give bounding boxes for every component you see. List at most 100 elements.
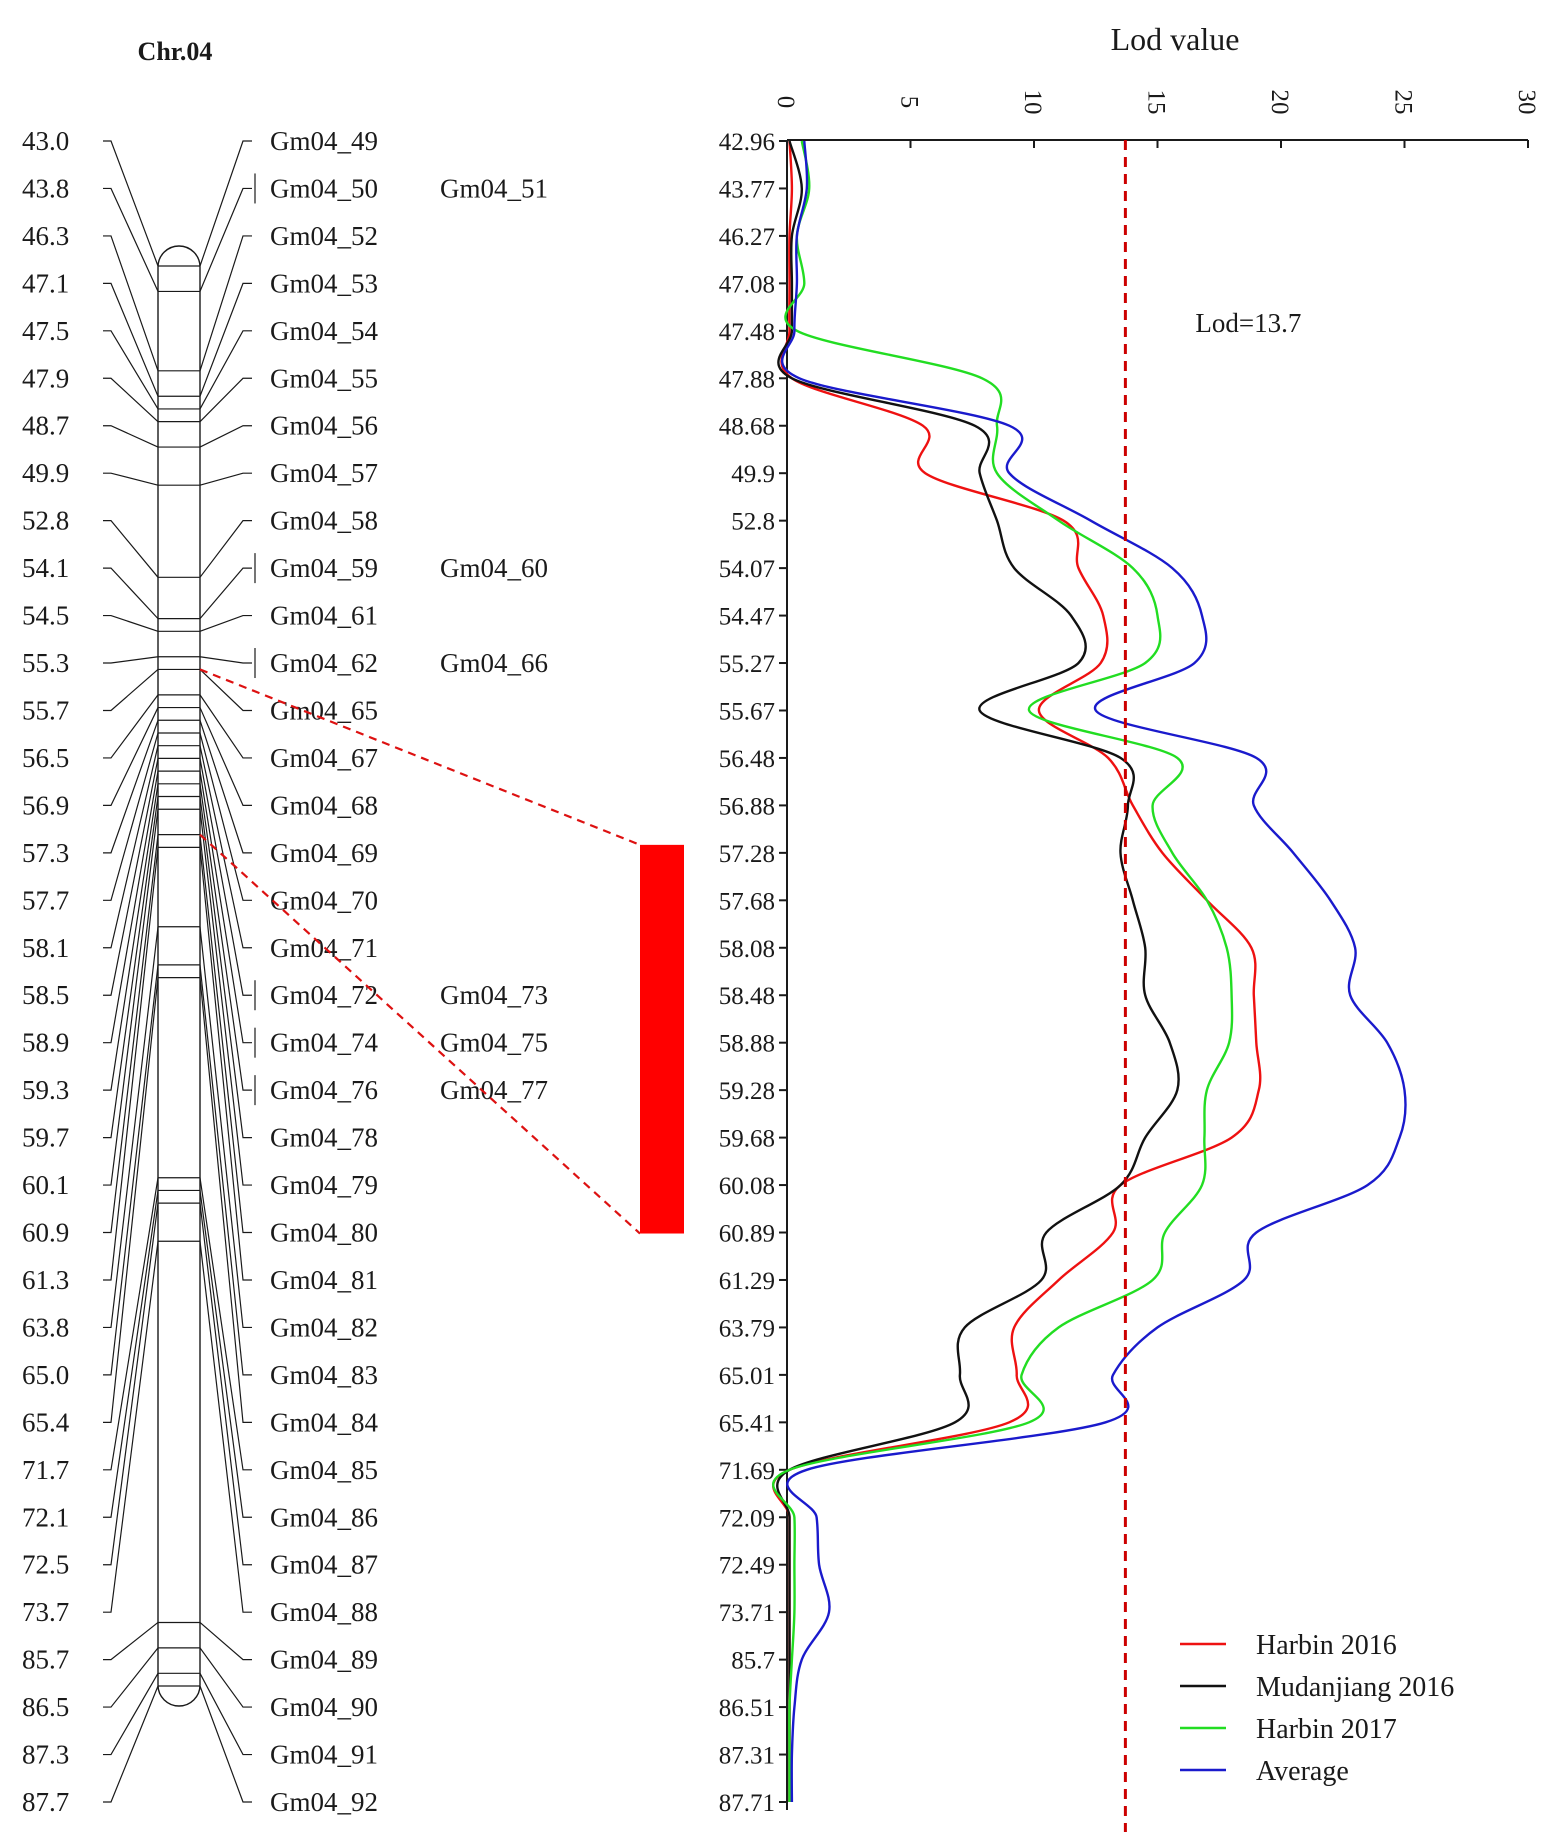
marker-name: Gm04_57 [270, 458, 378, 488]
y-tick-label: 55.67 [719, 698, 775, 725]
marker-name: Gm04_90 [270, 1692, 378, 1722]
marker-connector [199, 834, 252, 1234]
map-row: 43.8 Gm04_50 [22, 173, 378, 292]
x-tick-label: 20 [1266, 90, 1293, 115]
position-connector [103, 140, 159, 267]
marker-connector [199, 1685, 252, 1803]
y-tick-label: 56.48 [719, 746, 775, 773]
legend-entry: Average [1180, 1756, 1349, 1787]
position-connector [103, 1203, 159, 1566]
marker-name: Gm04_78 [270, 1123, 378, 1153]
marker-name: Gm04_76 [270, 1075, 378, 1105]
y-tick-label: 57.68 [719, 888, 775, 915]
marker-connector [199, 1647, 252, 1708]
marker-name: Gm04_86 [270, 1502, 378, 1532]
marker-connector [199, 1203, 252, 1566]
x-tick-label: 10 [1019, 90, 1046, 115]
map-row: 52.8 Gm04_58 [22, 506, 378, 578]
map-position-label: 47.5 [22, 316, 69, 346]
map-position-label: 55.3 [22, 648, 69, 678]
chromosome-bands [158, 265, 200, 1687]
qtl-connector-bottom [199, 833, 641, 1235]
marker-name: Gm04_79 [270, 1170, 378, 1200]
marker-name: Gm04_61 [270, 601, 378, 631]
position-connector [103, 567, 159, 620]
marker-connector [199, 472, 252, 486]
map-position-label: 58.5 [22, 980, 69, 1010]
y-tick-label: 60.08 [719, 1173, 775, 1200]
marker-name: Gm04_49 [270, 126, 378, 156]
map-row: 43.0 Gm04_49 [22, 126, 378, 267]
map-row: 46.3 Gm04_52 [22, 221, 378, 372]
marker-name: Gm04_85 [270, 1455, 378, 1485]
marker-connector [199, 732, 252, 901]
y-tick-label: 54.07 [719, 556, 775, 583]
position-connector [103, 758, 159, 996]
map-row: 86.5 Gm04_90 [22, 1647, 378, 1722]
series-line [772, 140, 1262, 1802]
chromosome-bar [157, 245, 201, 1707]
position-connector [103, 1672, 159, 1756]
marker-name: Gm04_83 [270, 1360, 378, 1390]
position-connector [103, 656, 159, 664]
y-tick-label: 43.77 [719, 176, 775, 203]
y-axis-ticks: 42.96 43.77 46.27 47.08 47.48 47.88 48.68 49.9 5… [719, 129, 787, 1817]
y-tick-label: 56.88 [719, 793, 775, 820]
marker-connector [199, 669, 252, 712]
marker-connector [199, 425, 252, 448]
y-tick-label: 47.08 [719, 271, 775, 298]
position-connector [103, 847, 159, 1281]
map-position-label: 52.8 [22, 506, 69, 536]
map-row: 57.7 Gm04_70 [22, 732, 378, 915]
position-connector [103, 668, 159, 712]
marker-connector [199, 235, 252, 372]
linkage-map: Chr.04 43.0 Gm04_49 43.8 Gm04_50 46.3 Gm04_52… [22, 37, 684, 1817]
map-position-label: 85.7 [22, 1645, 69, 1675]
y-tick-label: 87.31 [719, 1743, 775, 1770]
map-row: 72.1 Gm04_86 [22, 1190, 378, 1532]
map-position-label: 54.1 [22, 553, 69, 583]
map-position-label: 47.1 [22, 268, 69, 298]
y-tick-label: 73.71 [719, 1600, 775, 1627]
y-tick-label: 47.48 [719, 319, 775, 346]
marker-name: Gm04_53 [270, 268, 378, 298]
co-located-marker-name: Gm04_73 [440, 980, 548, 1010]
legend-entry: Harbin 2016 [1180, 1630, 1397, 1661]
y-tick-label: 85.7 [731, 1648, 775, 1675]
co-located-marker-name: Gm04_51 [440, 173, 548, 203]
position-connector [103, 377, 159, 423]
map-position-label: 87.3 [22, 1740, 69, 1770]
marker-name: Gm04_65 [270, 695, 378, 725]
map-position-label: 59.3 [22, 1075, 69, 1105]
marker-name: Gm04_81 [270, 1265, 378, 1295]
legend-entry: Harbin 2017 [1180, 1714, 1397, 1745]
map-position-label: 57.3 [22, 838, 69, 868]
position-connector [103, 1621, 159, 1661]
y-tick-label: 58.88 [719, 1031, 775, 1058]
map-row: 58.1 Gm04_71 [22, 745, 378, 963]
position-connector [103, 282, 159, 397]
co-located-marker-name: Gm04_66 [440, 648, 548, 678]
marker-connector [199, 282, 252, 397]
map-row: 87.7 Gm04_92 [22, 1685, 378, 1817]
x-tick-label: 25 [1390, 90, 1417, 115]
map-row: 56.5 Gm04_67 [22, 694, 378, 773]
map-position-label: 43.8 [22, 173, 69, 203]
linkage-map-title: Chr.04 [138, 37, 213, 66]
map-row: 61.3 Gm04_81 [22, 847, 378, 1295]
position-connector [103, 425, 159, 448]
marker-name: Gm04_55 [270, 363, 378, 393]
map-row: 47.1 Gm04_53 [22, 268, 378, 397]
map-position-label: 86.5 [22, 1692, 69, 1722]
map-row: 65.4 Gm04_84 [22, 977, 379, 1437]
threshold-label: Lod=13.7 [1195, 308, 1301, 338]
position-connector [103, 187, 159, 292]
position-connector [103, 1190, 159, 1518]
y-tick-label: 72.49 [719, 1553, 775, 1580]
position-connector [103, 964, 159, 1376]
x-axis-label: Lod value [1111, 21, 1240, 57]
x-tick-label: 30 [1513, 90, 1540, 115]
marker-name: Gm04_74 [270, 1028, 379, 1058]
marker-connector [199, 520, 252, 578]
